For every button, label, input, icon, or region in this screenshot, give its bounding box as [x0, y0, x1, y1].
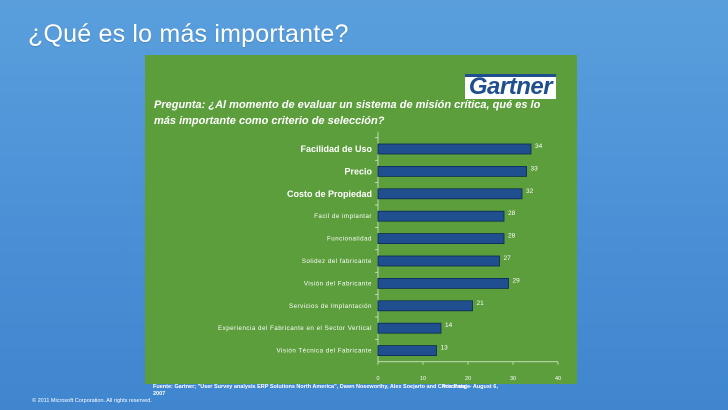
- source-citation: Fuente: Gartner; "User Survey analysis E…: [153, 384, 498, 397]
- data-label: 29: [513, 277, 521, 284]
- category-label: Facilidad de Uso: [300, 144, 372, 154]
- bar: [377, 322, 442, 334]
- category-label: Visión del Fabricante: [304, 280, 372, 287]
- category-label: Visión Técnica del Fabricante: [277, 348, 373, 355]
- category-label: Facil de implantar: [314, 213, 372, 220]
- bar: [377, 165, 527, 177]
- category-label: Precio: [344, 166, 372, 176]
- data-label: 28: [508, 210, 516, 217]
- category-label: Solidez del fabricante: [302, 258, 372, 265]
- data-label: 27: [504, 255, 512, 262]
- data-label: 32: [526, 188, 534, 195]
- bar: [377, 345, 437, 357]
- bar: [377, 300, 473, 312]
- category-label: Experiencia del Fabricante en el Sector …: [218, 325, 372, 332]
- data-label: 28: [508, 233, 516, 240]
- x-tick-label: 20: [465, 376, 471, 382]
- chart-panel: Gartner Pregunta: ¿Al momento de evaluar…: [145, 55, 577, 384]
- data-label: 14: [445, 322, 453, 329]
- chart-plot-area: Facilidad de Uso 34 Precio 33 Costo de Propi…: [218, 131, 561, 390]
- bar: [377, 210, 505, 222]
- bar: [377, 188, 523, 200]
- data-label: 13: [441, 345, 449, 352]
- data-label: 21: [477, 300, 485, 307]
- bar: [377, 255, 500, 267]
- data-label: 34: [535, 143, 543, 150]
- x-tick-label: 10: [420, 376, 426, 382]
- survey-question: Pregunta: ¿Al momento de evaluar un sist…: [154, 99, 541, 127]
- bar: [377, 277, 509, 289]
- data-label: 33: [531, 165, 539, 172]
- x-tick-label: 0: [376, 376, 379, 382]
- gartner-logo: Gartner: [465, 74, 556, 99]
- x-tick-label: 40: [555, 376, 561, 382]
- bar: [377, 143, 532, 155]
- category-label: Costo de Propiedad: [287, 189, 372, 199]
- category-label: Funcionalidad: [327, 236, 372, 243]
- copyright-footer: © 2011 Microsoft Corporation. All rights…: [32, 398, 152, 404]
- x-tick-label: 30: [510, 376, 516, 382]
- category-label: Servicios de Implantación: [289, 303, 372, 310]
- bar: [377, 233, 505, 245]
- slide-title: ¿Qué es lo más importante?: [28, 20, 349, 48]
- x-axis-label: Porcentaje: [442, 384, 470, 390]
